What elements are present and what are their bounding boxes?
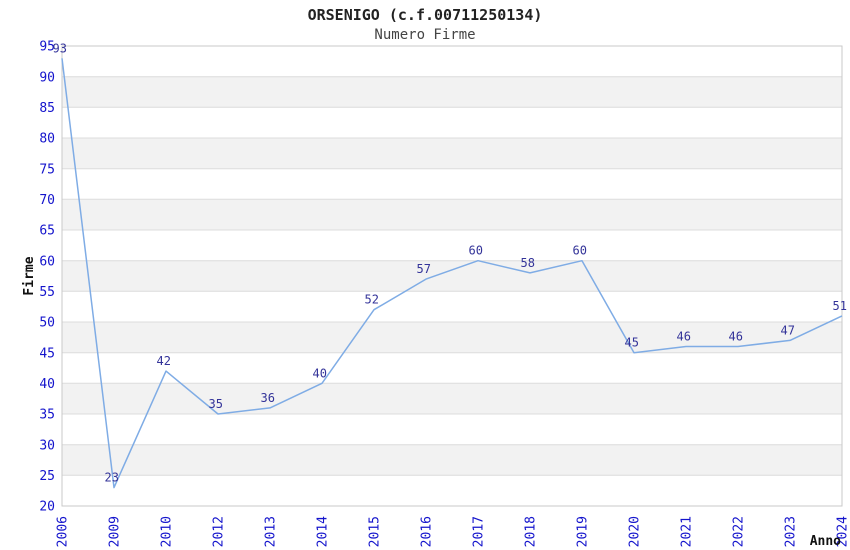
x-tick-label: 2023 (784, 516, 799, 547)
x-tick-label: 2020 (628, 516, 643, 547)
data-point-label: 47 (781, 323, 795, 337)
y-tick-label: 85 (39, 101, 55, 116)
data-point-label: 57 (417, 262, 431, 276)
x-tick-label: 2006 (56, 516, 71, 547)
x-tick-label: 2019 (576, 516, 591, 547)
data-point-label: 46 (729, 330, 743, 344)
chart-title: ORSENIGO (c.f.00711250134) (307, 6, 543, 24)
x-tick-label: 2009 (108, 516, 123, 547)
y-axis-title: Firme (22, 256, 37, 295)
plot-band (62, 138, 842, 169)
y-tick-label: 45 (39, 346, 55, 361)
y-tick-label: 60 (39, 254, 55, 269)
y-tick-label: 70 (39, 193, 55, 208)
y-tick-label: 80 (39, 132, 55, 147)
data-point-label: 46 (677, 330, 691, 344)
data-point-label: 51 (833, 299, 847, 313)
y-tick-label: 50 (39, 316, 55, 331)
data-point-label: 40 (313, 366, 327, 380)
x-tick-label: 2016 (420, 516, 435, 547)
data-point-label: 45 (625, 336, 639, 350)
data-point-label: 52 (365, 293, 379, 307)
x-tick-label: 2017 (472, 516, 487, 547)
x-tick-label: 2010 (160, 516, 175, 547)
x-tick-label: 2018 (524, 516, 539, 547)
chart-plot-area: 20 25 30 35 40 45 50 55 60 65 70 75 80 85 90 95 2006 2009… (39, 40, 850, 548)
plot-band (62, 444, 842, 476)
y-tick-label: 65 (39, 224, 55, 239)
data-point-label: 35 (209, 397, 223, 411)
chart-subtitle: Numero Firme (374, 27, 476, 43)
y-tick-label: 90 (39, 70, 55, 85)
plot-band (62, 76, 842, 108)
data-point-label: 58 (521, 256, 535, 270)
data-point-label: 23 (105, 471, 119, 485)
x-axis-title: Anno (810, 534, 841, 549)
y-tick-label: 95 (39, 40, 55, 55)
plot-band (62, 322, 842, 353)
plot-border (61, 45, 843, 507)
data-point-label: 93 (53, 41, 67, 55)
plot-band (62, 260, 842, 292)
x-tick-label: 2012 (212, 516, 227, 547)
x-tick-label: 2015 (368, 516, 383, 547)
plot-band (62, 199, 842, 230)
data-point-label: 36 (261, 391, 275, 405)
x-tick-label: 2013 (264, 516, 279, 547)
x-tick-label: 2021 (680, 516, 695, 547)
plot-band (62, 383, 842, 414)
y-tick-label: 25 (39, 469, 55, 484)
y-tick-label: 40 (39, 377, 55, 392)
data-point-label: 60 (573, 244, 587, 258)
y-tick-label: 20 (39, 500, 55, 515)
data-series-line (61, 58, 843, 489)
y-tick-label: 55 (39, 285, 55, 300)
x-tick-label: 2024 (836, 516, 850, 547)
x-tick-label: 2014 (316, 516, 331, 547)
data-point-label: 60 (469, 244, 483, 258)
y-tick-label: 30 (39, 438, 55, 453)
y-tick-label: 75 (39, 162, 55, 177)
data-point-label: 42 (157, 354, 171, 368)
y-tick-label: 35 (39, 408, 55, 423)
x-tick-label: 2022 (732, 516, 747, 547)
